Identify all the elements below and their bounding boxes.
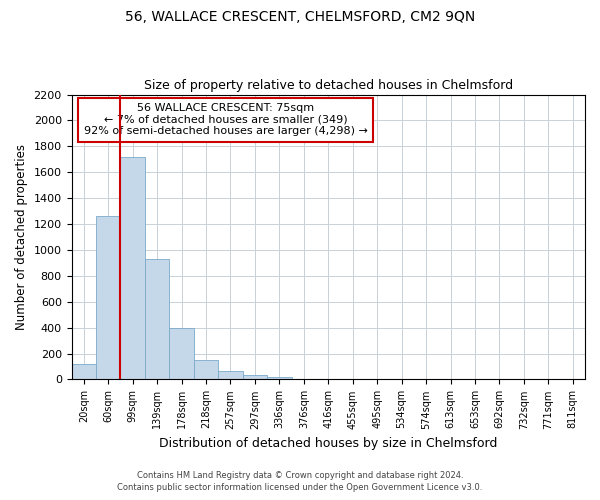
Y-axis label: Number of detached properties: Number of detached properties [15, 144, 28, 330]
Bar [242, 375, 267, 380]
Text: 56 WALLACE CRESCENT: 75sqm
← 7% of detached houses are smaller (349)
92% of semi: 56 WALLACE CRESCENT: 75sqm ← 7% of detac… [83, 103, 368, 136]
Bar [267, 377, 292, 380]
Bar [71, 364, 96, 380]
X-axis label: Distribution of detached houses by size in Chelmsford: Distribution of detached houses by size … [159, 437, 497, 450]
Text: Contains HM Land Registry data © Crown copyright and database right 2024.
Contai: Contains HM Land Registry data © Crown c… [118, 471, 482, 492]
Bar [194, 360, 218, 380]
Title: Size of property relative to detached houses in Chelmsford: Size of property relative to detached ho… [144, 79, 513, 92]
Bar [96, 216, 121, 380]
Bar [169, 328, 194, 380]
Bar [218, 371, 242, 380]
Bar [145, 259, 169, 380]
Bar [121, 156, 145, 380]
Text: 56, WALLACE CRESCENT, CHELMSFORD, CM2 9QN: 56, WALLACE CRESCENT, CHELMSFORD, CM2 9Q… [125, 10, 475, 24]
